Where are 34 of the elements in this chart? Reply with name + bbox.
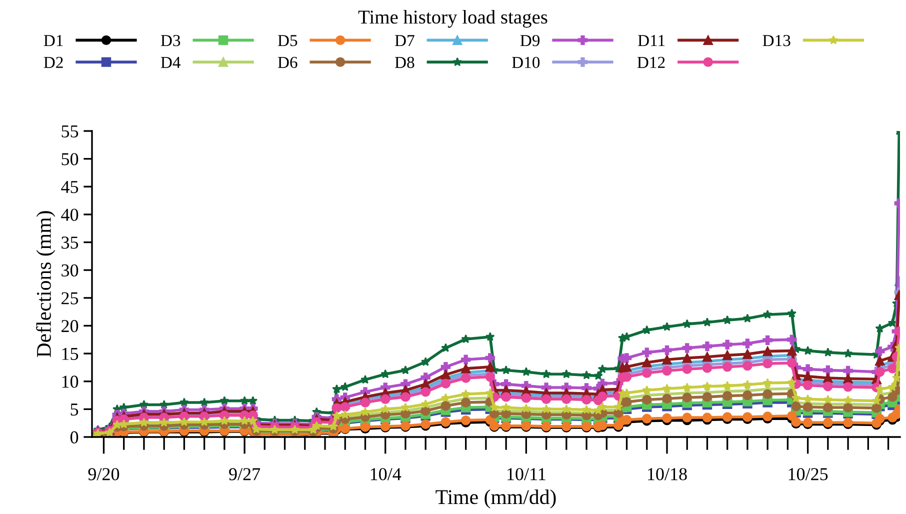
x-tick-label: 9/27 xyxy=(229,468,260,480)
x-tick-label: 10/18 xyxy=(648,468,687,480)
y-tick-label: 20 xyxy=(62,320,78,332)
legend-title: Time history load stages xyxy=(358,10,548,28)
x-tick-label: 9/20 xyxy=(88,468,120,480)
legend-label: D10 xyxy=(512,56,540,68)
y-tick-label: 40 xyxy=(61,208,78,221)
legend-label: D5 xyxy=(278,35,298,46)
y-tick-label: 50 xyxy=(62,153,78,166)
x-tick-label: 10/11 xyxy=(508,468,546,480)
x-tick-label: 10/4 xyxy=(370,468,402,480)
y-tick-label: 0 xyxy=(70,431,78,444)
y-tick-label: 30 xyxy=(62,264,78,277)
legend-label: D13 xyxy=(762,34,790,46)
y-tick-label: 45 xyxy=(61,181,78,194)
y-tick-label: 10 xyxy=(62,376,78,388)
x-axis-title: Time (mm/dd) xyxy=(436,489,556,508)
legend-label: D7 xyxy=(394,35,414,46)
y-axis-title: Deflections (mm) xyxy=(36,211,56,358)
x-tick-label: 10/25 xyxy=(788,468,828,480)
y-tick-label: 35 xyxy=(62,236,78,249)
legend-label: D9 xyxy=(520,34,540,46)
legend-label: D6 xyxy=(278,56,298,68)
legend-label: D2 xyxy=(44,56,63,68)
legend-label: D4 xyxy=(160,56,181,68)
legend-label: D8 xyxy=(394,56,414,68)
legend-label: D3 xyxy=(160,34,180,46)
legend-label: D11 xyxy=(638,35,665,46)
y-tick-label: 55 xyxy=(62,125,78,138)
y-tick-label: 5 xyxy=(70,404,78,416)
y-tick-label: 15 xyxy=(62,348,78,360)
legend-label: D1 xyxy=(44,35,63,46)
y-tick-label: 25 xyxy=(62,292,78,304)
legend-label: D12 xyxy=(637,56,665,68)
